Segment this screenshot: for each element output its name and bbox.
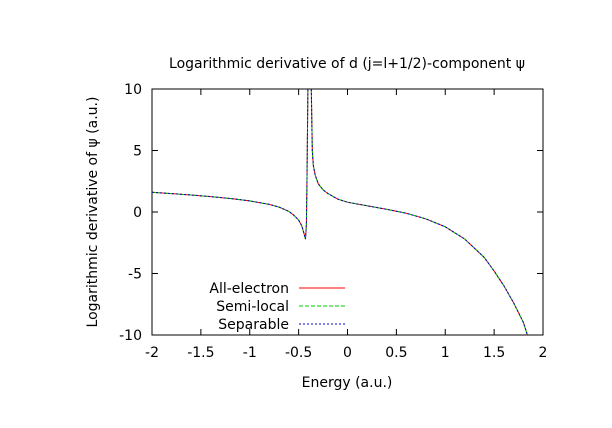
plot-frame [151, 88, 544, 336]
x-tick-label: -0.5 [285, 345, 312, 361]
x-tick-label: 1 [441, 345, 450, 361]
legend-label: Separable [218, 317, 289, 333]
y-tick-label: -5 [128, 267, 142, 283]
legend-label: Semi-local [216, 299, 289, 315]
x-tick-label: 1.5 [483, 345, 505, 361]
series-line-all-electron [310, 88, 528, 336]
series-lines [151, 88, 528, 336]
x-tick-label: 2 [539, 345, 548, 361]
x-tick-label: -1.5 [187, 345, 214, 361]
series-line-separable [151, 88, 309, 240]
x-tick-label: 0.5 [385, 345, 407, 361]
series-line-separable [310, 88, 528, 336]
series-line-all-electron [151, 88, 309, 240]
series-line-semi-local [151, 88, 309, 240]
y-tick-label: 0 [133, 205, 142, 221]
x-tick-label: -1 [243, 345, 257, 361]
y-tick-label: 10 [124, 82, 142, 98]
x-tick-label: -2 [145, 345, 159, 361]
series-line-semi-local [310, 88, 528, 336]
y-axis-label: Logarithmic derivative of ψ (a.u.) [85, 97, 101, 328]
legend-label: All-electron [209, 281, 289, 297]
x-tick-label: 0 [343, 345, 352, 361]
legend: All-electron Semi-local Separable [209, 281, 345, 333]
y-tick-label: 5 [133, 144, 142, 160]
chart-title: Logarithmic derivative of d (j=l+1/2)-co… [169, 56, 525, 72]
x-axis-label: Energy (a.u.) [302, 375, 393, 391]
axis-ticks: -2 -1.5 -1 -0.5 0 0.5 1 1.5 2 10 5 0 -5 -10 [119, 82, 547, 361]
y-tick-label: -10 [119, 328, 142, 344]
